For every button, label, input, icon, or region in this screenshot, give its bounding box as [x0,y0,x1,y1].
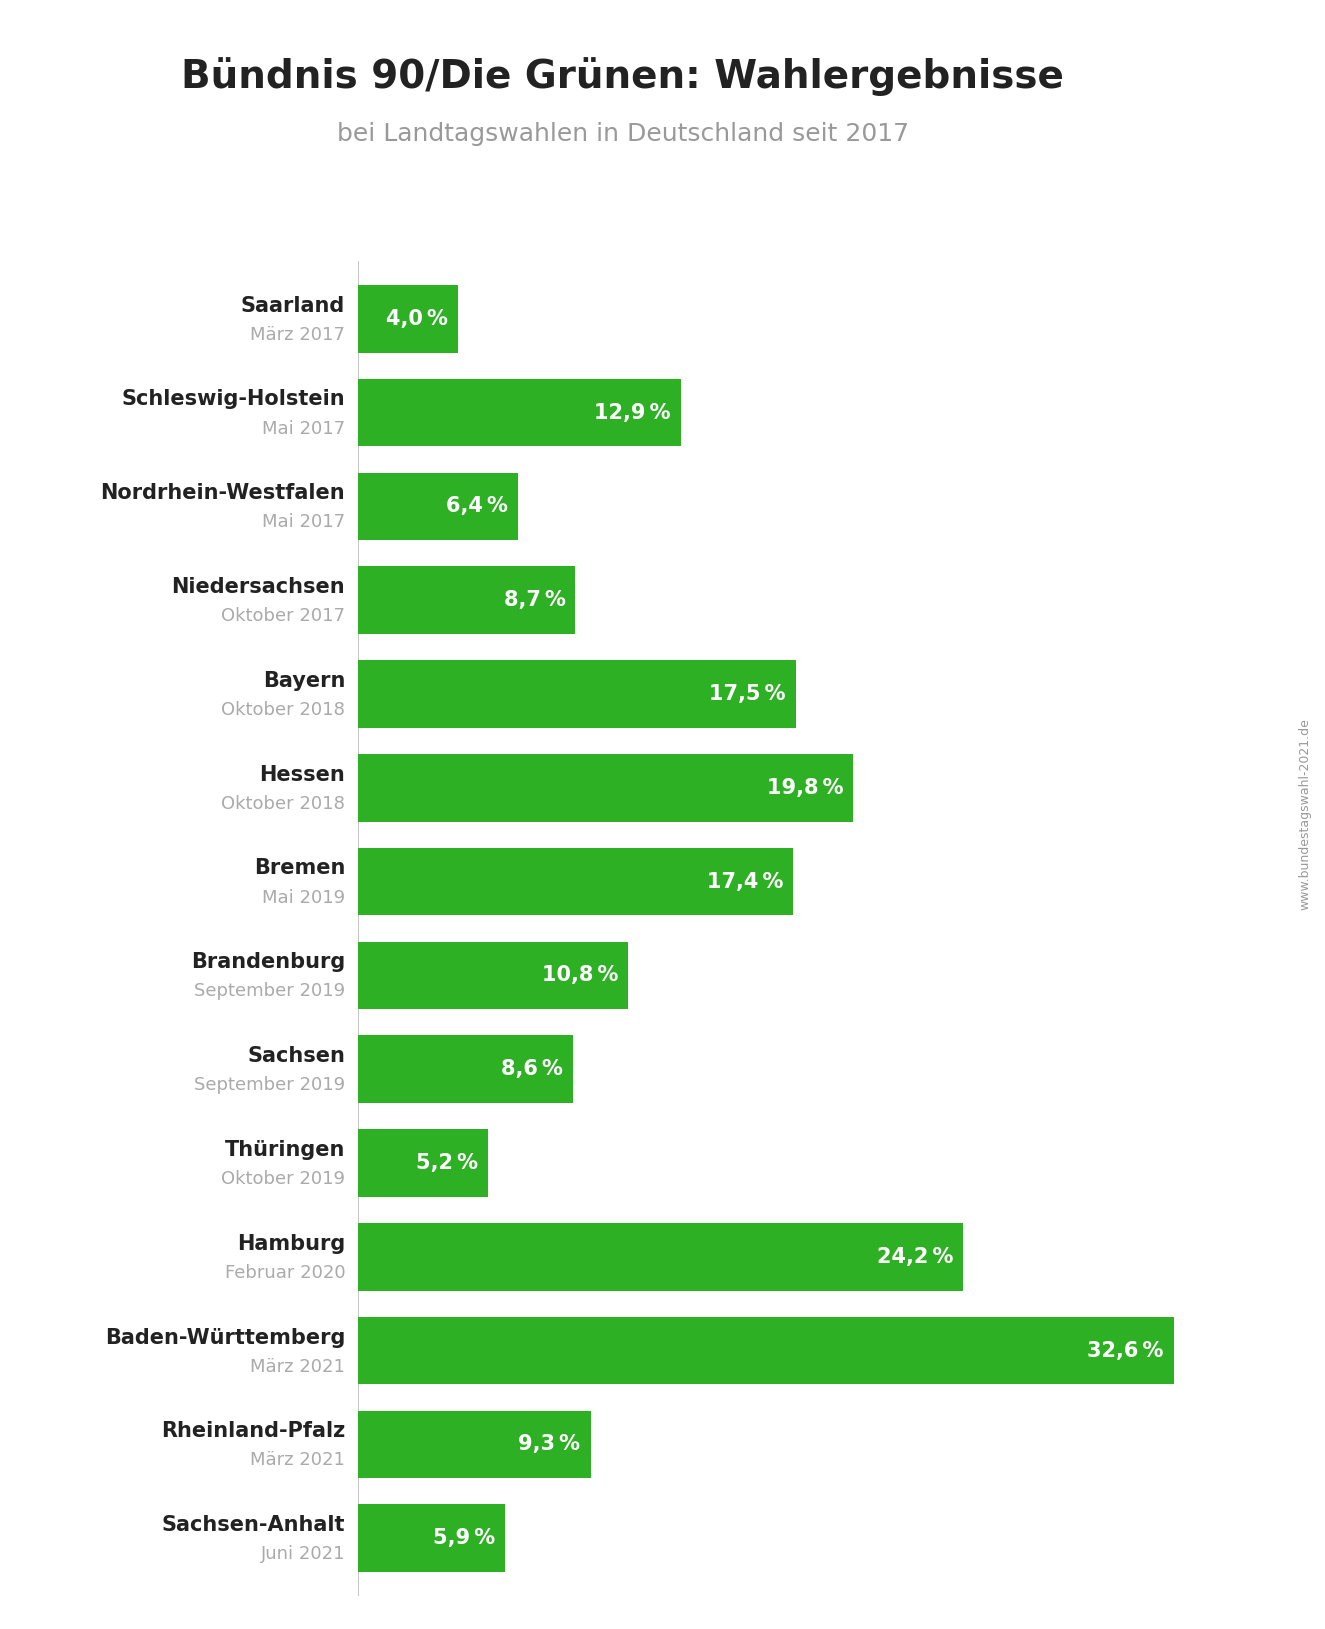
Bar [358,1505,505,1572]
Text: Sachsen-Anhalt: Sachsen-Anhalt [162,1515,346,1535]
Text: September 2019: September 2019 [193,982,346,1000]
Text: 5,2 %: 5,2 % [416,1153,478,1173]
Text: www.bundestagswahl-2021.de: www.bundestagswahl-2021.de [1298,718,1312,911]
Text: Niedersachsen: Niedersachsen [172,577,346,598]
Bar [358,1036,572,1103]
Text: Bremen: Bremen [254,858,346,878]
Bar [358,567,575,634]
Text: Mai 2017: Mai 2017 [262,513,346,531]
Text: Saarland: Saarland [241,296,346,316]
Bar [358,1411,591,1478]
Text: 6,4 %: 6,4 % [447,497,507,516]
Text: 17,5 %: 17,5 % [709,684,786,704]
Text: Sachsen: Sachsen [248,1046,346,1065]
Text: Hamburg: Hamburg [237,1233,346,1254]
Text: Nordrhein-Westfalen: Nordrhein-Westfalen [101,484,346,503]
Text: Februar 2020: Februar 2020 [225,1264,346,1282]
Text: 5,9 %: 5,9 % [433,1528,496,1548]
Text: März 2017: März 2017 [250,326,346,344]
Bar [358,380,681,446]
Text: 24,2 %: 24,2 % [877,1246,954,1267]
Text: 8,6 %: 8,6 % [501,1059,563,1080]
Bar [358,285,458,352]
Bar [358,754,853,821]
Text: Mai 2017: Mai 2017 [262,420,346,438]
Text: Juni 2021: Juni 2021 [261,1546,346,1564]
Bar [358,1129,488,1197]
Text: Bayern: Bayern [262,671,346,691]
Bar [358,1223,963,1290]
Text: 32,6 %: 32,6 % [1088,1341,1163,1360]
Bar [358,847,794,915]
Text: März 2021: März 2021 [250,1357,346,1375]
Text: 17,4 %: 17,4 % [706,872,783,891]
Text: Hessen: Hessen [260,764,346,785]
Text: 4,0 %: 4,0 % [386,310,448,329]
Text: Oktober 2018: Oktober 2018 [221,700,346,718]
Text: September 2019: September 2019 [193,1077,346,1095]
Text: Bündnis 90/Die Grünen: Wahlergebnisse: Bündnis 90/Die Grünen: Wahlergebnisse [182,57,1064,96]
Text: 12,9 %: 12,9 % [594,402,670,422]
Text: März 2021: März 2021 [250,1451,346,1469]
Text: 9,3 %: 9,3 % [518,1435,580,1455]
Text: Thüringen: Thüringen [225,1140,346,1160]
Text: 10,8 %: 10,8 % [542,966,617,986]
Text: Schleswig-Holstein: Schleswig-Holstein [122,389,346,409]
Text: bei Landtagswahlen in Deutschland seit 2017: bei Landtagswahlen in Deutschland seit 2… [337,122,909,147]
Bar [358,660,796,728]
Text: Oktober 2017: Oktober 2017 [221,608,346,626]
Bar [358,1316,1174,1385]
Text: Rheinland-Pfalz: Rheinland-Pfalz [160,1422,346,1442]
Text: Oktober 2019: Oktober 2019 [221,1170,346,1188]
Bar [358,472,518,541]
Text: Oktober 2018: Oktober 2018 [221,795,346,813]
Bar [358,942,628,1010]
Text: 8,7 %: 8,7 % [504,590,566,611]
Text: Brandenburg: Brandenburg [191,953,346,973]
Text: Mai 2019: Mai 2019 [262,888,346,907]
Text: Baden-Württemberg: Baden-Württemberg [105,1328,346,1347]
Text: 19,8 %: 19,8 % [767,777,843,798]
